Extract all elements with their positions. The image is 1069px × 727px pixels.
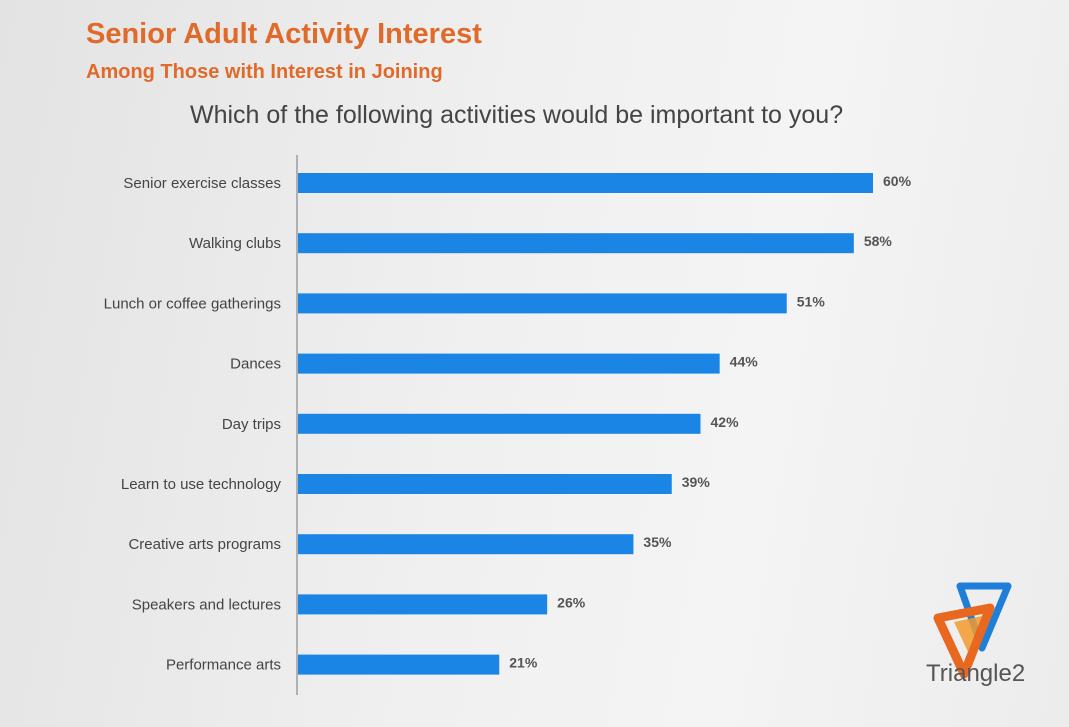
data-label: 60% <box>883 173 912 189</box>
category-label: Creative arts programs <box>128 536 281 553</box>
bar <box>298 534 634 555</box>
bar <box>298 413 701 434</box>
category-label: Speakers and lectures <box>132 596 281 613</box>
bar <box>298 353 720 374</box>
category-label: Dances <box>230 356 281 373</box>
survey-question: Which of the following activities would … <box>190 101 844 129</box>
category-label: Learn to use technology <box>121 476 282 493</box>
data-label: 51% <box>797 293 826 309</box>
data-label: 35% <box>643 534 672 550</box>
data-label: 39% <box>682 474 711 490</box>
category-label: Senior exercise classes <box>123 175 281 192</box>
category-label: Lunch or coffee gatherings <box>104 295 281 312</box>
data-label: 58% <box>864 233 893 249</box>
data-label: 21% <box>509 655 538 671</box>
triangle-logo-icon <box>933 582 1012 679</box>
chart-title: Senior Adult Activity Interest <box>86 18 482 50</box>
bar <box>298 293 787 314</box>
bar <box>298 654 500 675</box>
data-label: 42% <box>711 414 740 430</box>
category-label: Day trips <box>222 416 281 433</box>
category-label: Walking clubs <box>189 235 281 252</box>
bar <box>298 233 854 254</box>
bar <box>298 594 548 615</box>
data-label: 26% <box>557 594 586 610</box>
data-label: 44% <box>730 354 759 370</box>
category-label: Performance arts <box>166 657 281 674</box>
bar <box>298 474 672 494</box>
chart-subtitle: Among Those with Interest in Joining <box>86 61 443 83</box>
brand-name: Triangle2 <box>926 660 1026 687</box>
bar <box>298 173 873 193</box>
